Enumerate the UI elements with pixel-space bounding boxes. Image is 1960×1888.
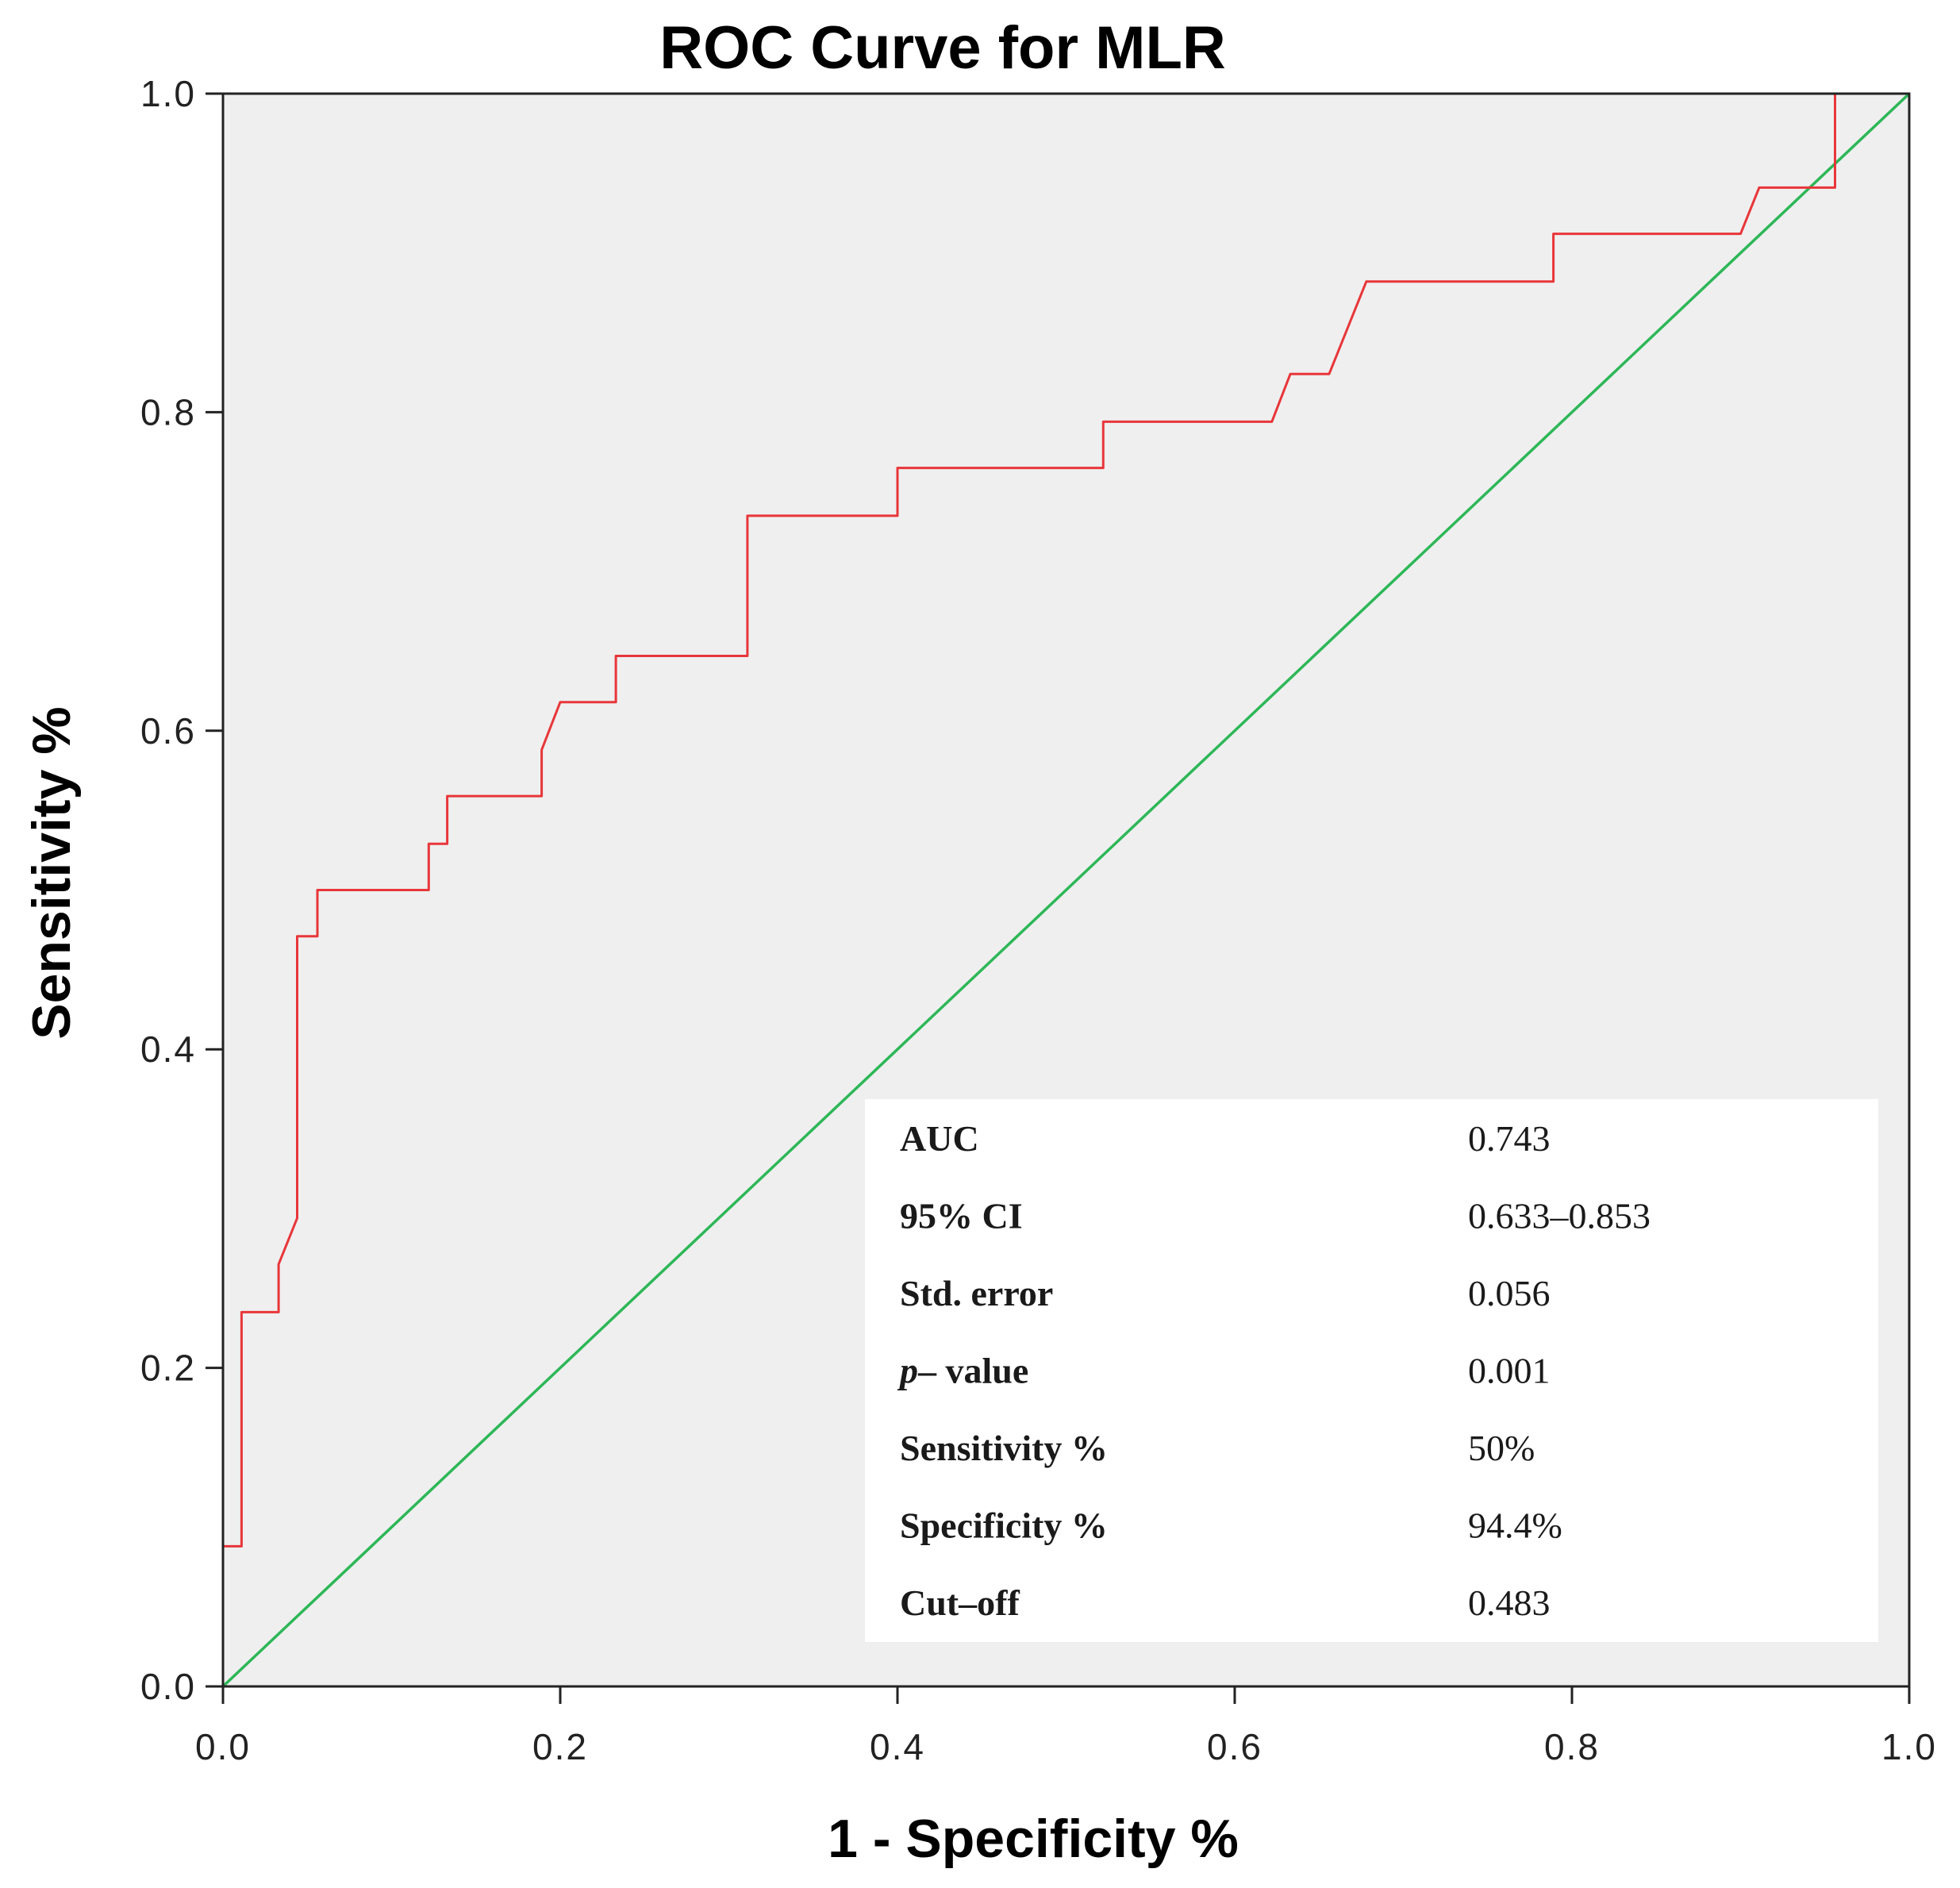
x-tick-label: 0.6: [1207, 1726, 1262, 1767]
x-axis-label: 1 - Specificity %: [828, 1809, 1239, 1869]
series-layer: [221, 92, 1911, 1688]
stats-label: p– value: [897, 1351, 1028, 1391]
y-tick-label: 0.2: [140, 1348, 196, 1389]
y-axis: 0.0 0.2 0.4 0.6 0.8 1.0: [140, 73, 223, 1707]
stats-label: Std. error: [900, 1273, 1053, 1313]
x-tick-label: 0.2: [532, 1726, 588, 1767]
x-tick-label: 0.8: [1544, 1726, 1600, 1767]
y-axis-label: Sensitivity %: [21, 706, 82, 1040]
y-tick-label: 0.4: [140, 1029, 196, 1070]
stats-value: 50%: [1468, 1428, 1535, 1468]
y-tick-label: 0.0: [140, 1666, 196, 1707]
stats-value: 0.001: [1468, 1351, 1551, 1391]
stats-table: AUC 0.743 95% CI 0.633–0.853 Std. error 0.056…: [865, 1099, 1878, 1642]
reference-diagonal-line: [221, 92, 1911, 1688]
y-tick-label: 0.8: [140, 391, 196, 433]
stats-label: 95% CI: [900, 1196, 1023, 1236]
stats-value: 0.633–0.853: [1468, 1196, 1651, 1236]
stats-value: 0.056: [1468, 1273, 1551, 1313]
x-axis: 0.0 0.2 0.4 0.6 0.8 1.0: [195, 1686, 1937, 1767]
roc-curve-line: [221, 92, 1909, 1686]
plot-frame: [221, 92, 1911, 1688]
stats-label: Specificity %: [900, 1505, 1108, 1546]
chart-title: ROC Curve for MLR: [659, 14, 1226, 82]
y-tick-label: 1.0: [140, 73, 196, 114]
stats-value: 94.4%: [1468, 1505, 1562, 1546]
x-tick-label: 1.0: [1881, 1726, 1937, 1767]
stats-value: 0.743: [1468, 1118, 1551, 1159]
y-tick-label: 0.6: [140, 710, 196, 752]
stats-table-background: [865, 1099, 1878, 1642]
stats-label: AUC: [900, 1118, 979, 1159]
stats-label: Cut–off: [900, 1582, 1020, 1623]
stats-value: 0.483: [1468, 1582, 1551, 1623]
x-tick-label: 0.4: [870, 1726, 925, 1767]
x-tick-label: 0.0: [195, 1726, 251, 1767]
stats-label: Sensitivity %: [900, 1428, 1108, 1468]
